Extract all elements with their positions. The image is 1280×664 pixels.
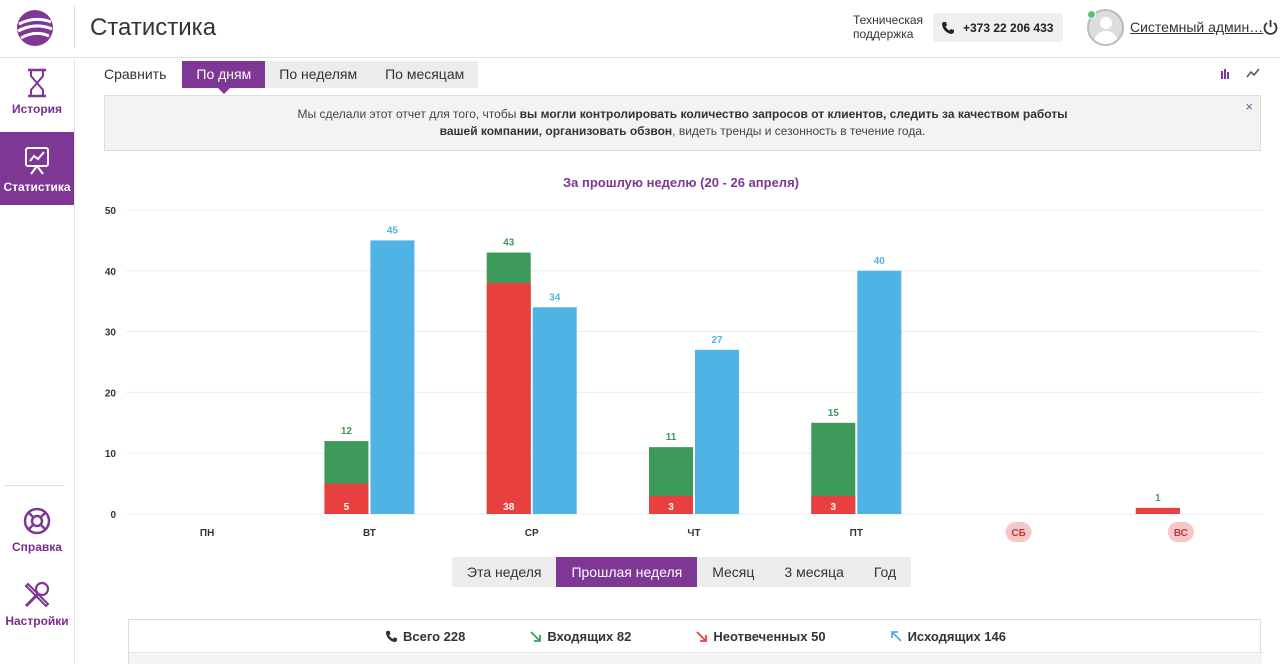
phone-icon <box>385 630 398 642</box>
sidebar-item-label: Статистика <box>3 180 71 194</box>
calls-bar-chart: 0 10 20 30 40 50 ПН 5 12 45 ВТ 38 43 34 СР 3 11 27 ЧТ 3 15 40… <box>105 206 1262 542</box>
bar-missed <box>486 282 531 514</box>
missed-value-label: 3 <box>668 502 674 513</box>
page-title: Статистика <box>90 14 217 41</box>
summary-outgoing[interactable]: Исходящих 146 <box>890 629 1006 644</box>
summary-panel: Всего 228 Входящих 82 Неотвеченных 50 Ис… <box>128 619 1262 664</box>
summary-subrow <box>129 653 1262 664</box>
sidebar-item-label: Справка <box>12 540 62 554</box>
summary-total[interactable]: Всего 228 <box>385 629 465 644</box>
company-logo[interactable] <box>14 8 56 48</box>
incoming-value-label: 1 <box>1155 493 1161 504</box>
missed-value-label: 5 <box>344 502 350 513</box>
bar-missed <box>811 495 856 514</box>
outgoing-value-label: 45 <box>387 225 399 236</box>
chart-board-icon <box>25 147 49 175</box>
x-tick-label: ПТ <box>850 528 863 539</box>
bar-outgoing <box>857 270 902 514</box>
bar-outgoing <box>370 240 415 514</box>
hourglass-icon <box>28 68 46 98</box>
summary-incoming[interactable]: Входящих 82 <box>529 629 631 644</box>
tab-this-week[interactable]: Эта неделя <box>467 564 542 580</box>
online-status-dot <box>1087 10 1096 19</box>
tab-by-days[interactable]: По дням <box>182 61 266 94</box>
weekend-badge <box>1005 522 1032 542</box>
sidebar-divider <box>5 485 65 486</box>
x-tick-label: ВТ <box>363 528 376 539</box>
info-line-1: Мы сделали этот отчет для того, чтобы вы… <box>297 107 1068 121</box>
y-tick-label: 40 <box>105 267 117 278</box>
support-label: Техническая поддержка <box>853 13 924 41</box>
y-tick-label: 20 <box>105 388 117 399</box>
line-chart-view-icon[interactable] <box>1246 67 1260 79</box>
header-divider <box>74 6 75 48</box>
tab-last-week[interactable]: Прошлая неделя <box>556 557 698 587</box>
summary-divider <box>129 652 1262 653</box>
tab-year[interactable]: Год <box>873 564 897 580</box>
missed-value-label: 3 <box>831 502 837 513</box>
bar-missed <box>649 495 693 514</box>
x-tick-label: СБ <box>1011 528 1025 539</box>
bar-chart-view-icon[interactable] <box>1218 67 1232 79</box>
y-tick-label: 0 <box>110 510 116 521</box>
tab-month[interactable]: Месяц <box>712 564 755 580</box>
tab-3-months[interactable]: 3 месяца <box>784 564 844 580</box>
main-content: Сравнить По дням По неделям По месяцам М… <box>76 58 1280 664</box>
weekend-badge <box>1167 522 1194 542</box>
app-header: Статистика Техническая поддержка +373 22… <box>0 0 1280 58</box>
tab-compare[interactable]: Сравнить <box>104 66 167 82</box>
info-line-2: вашей компании, организовать обзвон, вид… <box>439 124 926 138</box>
bar-outgoing <box>695 349 739 514</box>
summary-missed[interactable]: Неотвеченных 50 <box>695 629 826 644</box>
tab-by-months[interactable]: По месяцам <box>371 61 479 88</box>
missed-value-label: 38 <box>503 502 515 513</box>
bar-missed <box>1135 507 1180 514</box>
x-tick-label: ПН <box>200 528 214 539</box>
sidebar-item-label: Настройки <box>5 614 69 628</box>
sidebar-item-label: История <box>11 102 63 116</box>
incoming-value-label: 11 <box>666 432 677 443</box>
view-switcher <box>1218 67 1260 79</box>
power-icon[interactable] <box>1263 19 1278 35</box>
sidebar-item-settings[interactable]: Настройки <box>0 580 74 636</box>
support-phone-number: +373 22 206 433 <box>963 20 1054 35</box>
phone-icon <box>942 21 954 34</box>
incoming-arrow-icon <box>530 630 542 642</box>
y-tick-label: 30 <box>105 328 117 339</box>
close-icon[interactable]: × <box>1245 99 1253 114</box>
outgoing-value-label: 27 <box>711 335 723 346</box>
y-tick-label: 10 <box>105 449 117 460</box>
tools-icon <box>24 581 50 608</box>
lifebuoy-icon <box>23 507 51 535</box>
sidebar-item-help[interactable]: Справка <box>0 506 74 562</box>
period-tabs: Эта неделя Прошлая неделя Месяц 3 месяца… <box>452 557 912 587</box>
outgoing-value-label: 34 <box>549 292 561 303</box>
bar-outgoing <box>532 307 577 514</box>
sidebar: История Статистика Справка Настройки <box>0 58 75 664</box>
incoming-value-label: 43 <box>503 238 515 249</box>
bar-missed <box>324 483 369 514</box>
y-tick-label: 50 <box>105 206 117 217</box>
x-tick-label: СР <box>525 528 539 539</box>
missed-arrow-icon <box>696 630 708 642</box>
outgoing-value-label: 40 <box>874 256 886 267</box>
tab-by-weeks[interactable]: По неделям <box>265 61 372 88</box>
outgoing-arrow-icon <box>890 630 902 642</box>
incoming-value-label: 15 <box>828 408 840 419</box>
avatar[interactable] <box>1087 9 1124 46</box>
summary-row: Всего 228 Входящих 82 Неотвеченных 50 Ис… <box>129 620 1262 652</box>
mode-tabs: Сравнить По дням По неделям По месяцам <box>104 61 479 94</box>
x-tick-label: ЧТ <box>687 528 700 539</box>
support-phone-button[interactable]: +373 22 206 433 <box>933 13 1064 42</box>
chart-title: За прошлую неделю (20 - 26 апреля) <box>563 175 799 190</box>
sidebar-item-statistics[interactable]: Статистика <box>0 132 74 205</box>
user-name-link[interactable]: Системный админ… <box>1130 19 1264 35</box>
info-banner: Мы сделали этот отчет для того, чтобы вы… <box>104 95 1261 151</box>
sidebar-item-history[interactable]: История <box>0 68 74 132</box>
incoming-value-label: 12 <box>341 426 353 437</box>
x-tick-label: ВС <box>1174 528 1188 539</box>
